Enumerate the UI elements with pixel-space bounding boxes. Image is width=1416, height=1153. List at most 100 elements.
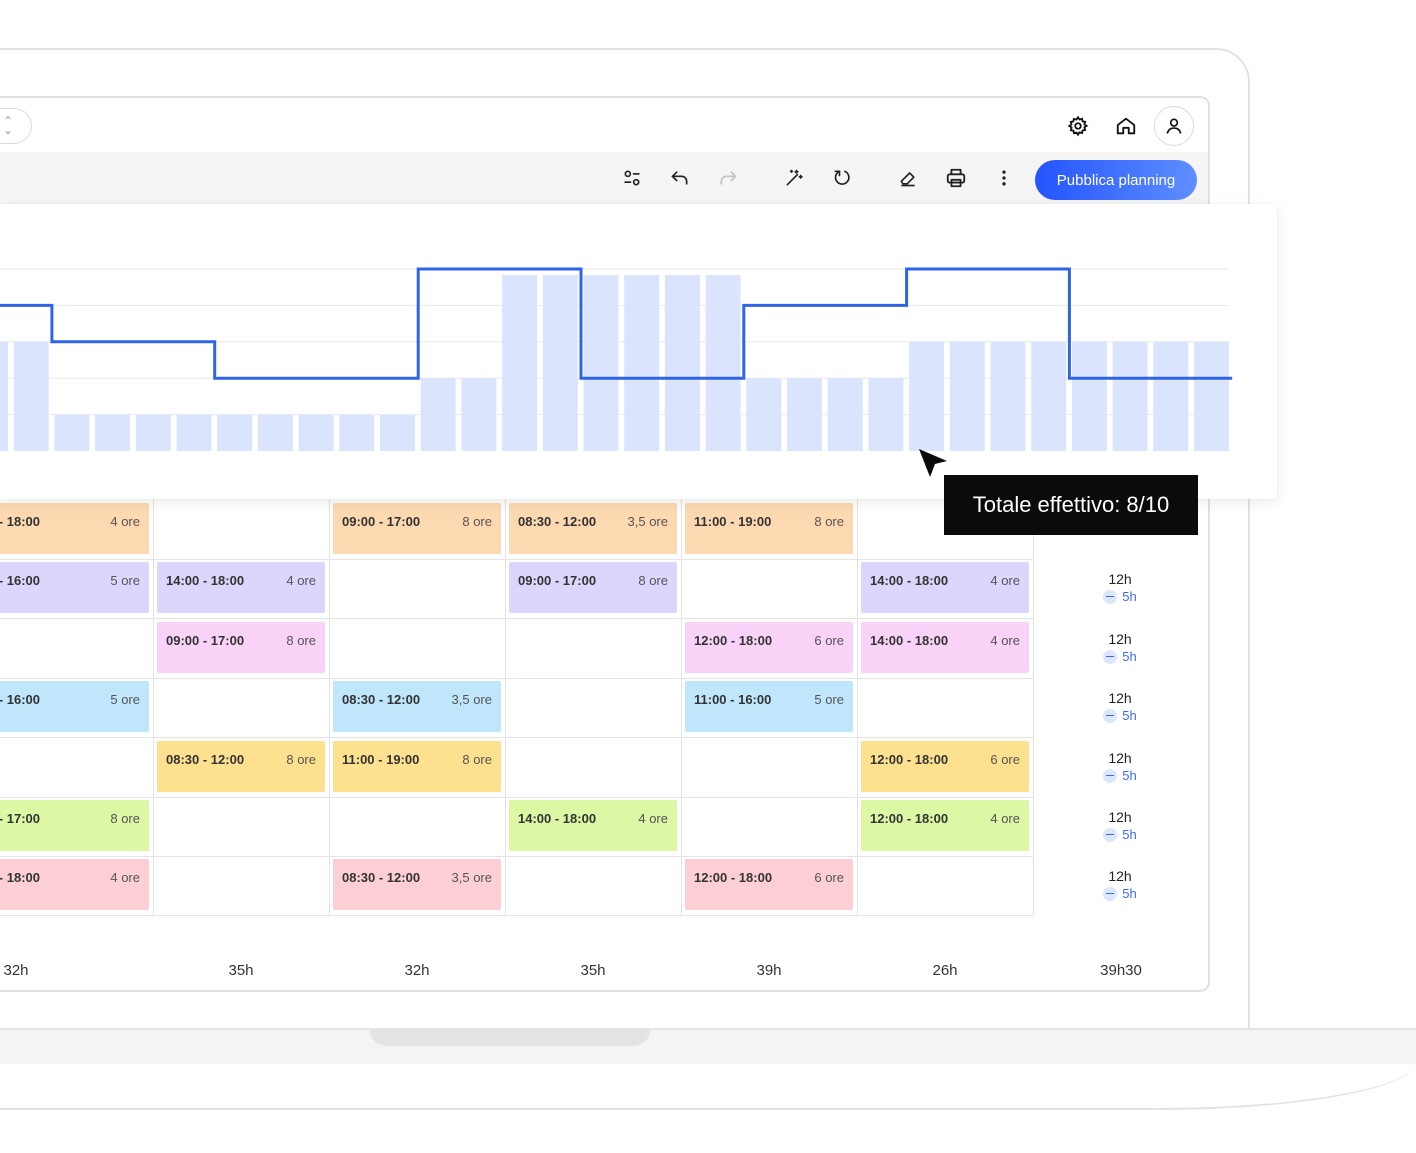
row-total-hours: 12h (1108, 750, 1132, 766)
chart-bar[interactable] (624, 275, 660, 451)
chart-bar[interactable] (1031, 341, 1067, 451)
shift-block[interactable]: 12:00 - 18:00 6 ore (685, 622, 853, 673)
top-bar: ⌃ ⌄ (0, 98, 1208, 152)
shift-hours: 4 ore (990, 633, 1020, 648)
magic-wand-icon[interactable] (776, 160, 812, 196)
chart-bar[interactable] (0, 341, 8, 451)
chart-bar[interactable] (827, 378, 863, 451)
shift-block[interactable]: 14:00 - 18:00 4 ore (157, 562, 325, 613)
shift-block[interactable]: 08:30 - 12:00 3,5 ore (333, 681, 501, 732)
undo-icon[interactable] (662, 160, 698, 196)
publish-planning-button[interactable]: Pubblica planning (1035, 160, 1197, 200)
shift-time: 11:00 - 19:00 (342, 752, 420, 767)
more-icon[interactable] (986, 160, 1022, 196)
chart-bar[interactable] (176, 414, 212, 451)
chart-bar[interactable] (135, 414, 171, 451)
print-icon[interactable] (938, 160, 974, 196)
chart-bar[interactable] (339, 414, 375, 451)
shift-block[interactable]: 9:00 - 17:00 8 ore (0, 800, 149, 851)
minus-icon (1103, 827, 1118, 842)
shift-hours: 3,5 ore (451, 870, 492, 885)
chart-bar[interactable] (95, 414, 131, 451)
chart-bar[interactable] (990, 341, 1026, 451)
shift-block[interactable]: 14:00 - 18:00 4 ore (861, 562, 1029, 613)
row-total-hours: 12h (1108, 809, 1132, 825)
shift-block[interactable]: 11:00 - 16:00 5 ore (685, 681, 853, 732)
shift-block[interactable]: 12:00 - 18:00 4 ore (861, 800, 1029, 851)
shift-block[interactable]: :00 - 16:00 5 ore (0, 681, 149, 732)
chart-bar[interactable] (1071, 341, 1107, 451)
shift-block[interactable]: 14:00 - 18:00 4 ore (509, 800, 677, 851)
column-total: 39h (756, 962, 782, 979)
row-diff-value: 5h (1122, 827, 1137, 842)
chart-bar[interactable] (868, 378, 904, 451)
chart-bar[interactable] (787, 378, 822, 451)
chart-bar[interactable] (298, 414, 334, 451)
column-divider (329, 478, 330, 916)
shift-block[interactable]: 11:00 - 19:00 8 ore (685, 503, 853, 554)
row-total-hours: 12h (1108, 690, 1132, 706)
chart-bar[interactable] (583, 275, 619, 451)
minus-icon (1103, 768, 1118, 783)
shift-block[interactable]: :00 - 18:00 4 ore (0, 503, 149, 554)
shift-block[interactable]: 08:30 - 12:00 8 ore (157, 741, 325, 792)
chart-bar[interactable] (380, 414, 415, 451)
chart-bar[interactable] (461, 378, 497, 451)
shift-block[interactable]: :00 - 16:00 5 ore (0, 562, 149, 613)
shift-block[interactable]: 11:00 - 19:00 8 ore (333, 741, 501, 792)
column-total: 35h (228, 962, 254, 979)
user-avatar-button[interactable] (1154, 106, 1194, 146)
shift-block[interactable]: 08:30 - 12:00 3,5 ore (333, 859, 501, 910)
shift-hours: 8 ore (814, 514, 844, 529)
chart-bar[interactable] (1153, 341, 1189, 451)
filters-icon[interactable] (614, 160, 650, 196)
shift-time: 09:00 - 17:00 (518, 573, 597, 588)
chart-bar[interactable] (542, 275, 578, 451)
shift-block[interactable]: :00 - 18:00 4 ore (0, 859, 149, 910)
chart-bar[interactable] (420, 378, 456, 451)
eraser-icon[interactable] (890, 160, 926, 196)
shift-block[interactable]: 12:00 - 18:00 6 ore (861, 741, 1029, 792)
row-total-hours: 12h (1108, 868, 1132, 884)
shift-block[interactable]: 12:00 - 18:00 6 ore (685, 859, 853, 910)
shift-block[interactable]: 09:00 - 17:00 8 ore (157, 622, 325, 673)
row-divider (0, 855, 1033, 857)
column-divider (505, 478, 506, 916)
redo-icon[interactable] (710, 160, 746, 196)
shift-time: 12:00 - 18:00 (870, 752, 949, 767)
chart-bar[interactable] (1112, 341, 1148, 451)
chart-bar[interactable] (217, 414, 253, 451)
shift-hours: 8 ore (110, 811, 140, 826)
chart-bar[interactable] (909, 341, 945, 451)
row-diff: 5h (1080, 649, 1160, 664)
chart-tooltip: Totale effettivo: 8/10 (944, 475, 1198, 535)
chart-bar[interactable] (54, 414, 90, 451)
column-total: 26h (932, 962, 958, 979)
column-total: 32h (404, 962, 430, 979)
shift-hours: 3,5 ore (627, 514, 668, 529)
shift-time: :00 - 18:00 (0, 514, 40, 529)
chart-bar[interactable] (257, 414, 293, 451)
location-select[interactable]: ⌃ ⌄ (0, 108, 32, 144)
refresh-icon[interactable] (824, 160, 860, 196)
shift-block[interactable]: 08:30 - 12:00 3,5 ore (509, 503, 677, 554)
chart-bar[interactable] (664, 275, 700, 451)
chart-bar[interactable] (502, 275, 538, 451)
shift-block[interactable]: 09:00 - 17:00 8 ore (333, 503, 501, 554)
shift-block[interactable]: 14:00 - 18:00 4 ore (861, 622, 1029, 673)
row-divider (0, 914, 1033, 916)
shift-time: 14:00 - 18:00 (518, 811, 597, 826)
home-icon[interactable] (1108, 108, 1144, 144)
chart-bar[interactable] (705, 275, 741, 451)
chart-bar[interactable] (746, 378, 782, 451)
settings-icon[interactable] (1060, 108, 1096, 144)
column-divider (1033, 478, 1034, 916)
row-diff: 5h (1080, 708, 1160, 723)
chart-bar[interactable] (949, 341, 985, 451)
column-divider (857, 478, 858, 916)
shift-time: 08:30 - 12:00 (342, 692, 421, 707)
row-total: 12h 5h (1080, 809, 1160, 842)
chart-bar[interactable] (1194, 341, 1229, 451)
chart-bar[interactable] (13, 341, 49, 451)
shift-block[interactable]: 09:00 - 17:00 8 ore (509, 562, 677, 613)
